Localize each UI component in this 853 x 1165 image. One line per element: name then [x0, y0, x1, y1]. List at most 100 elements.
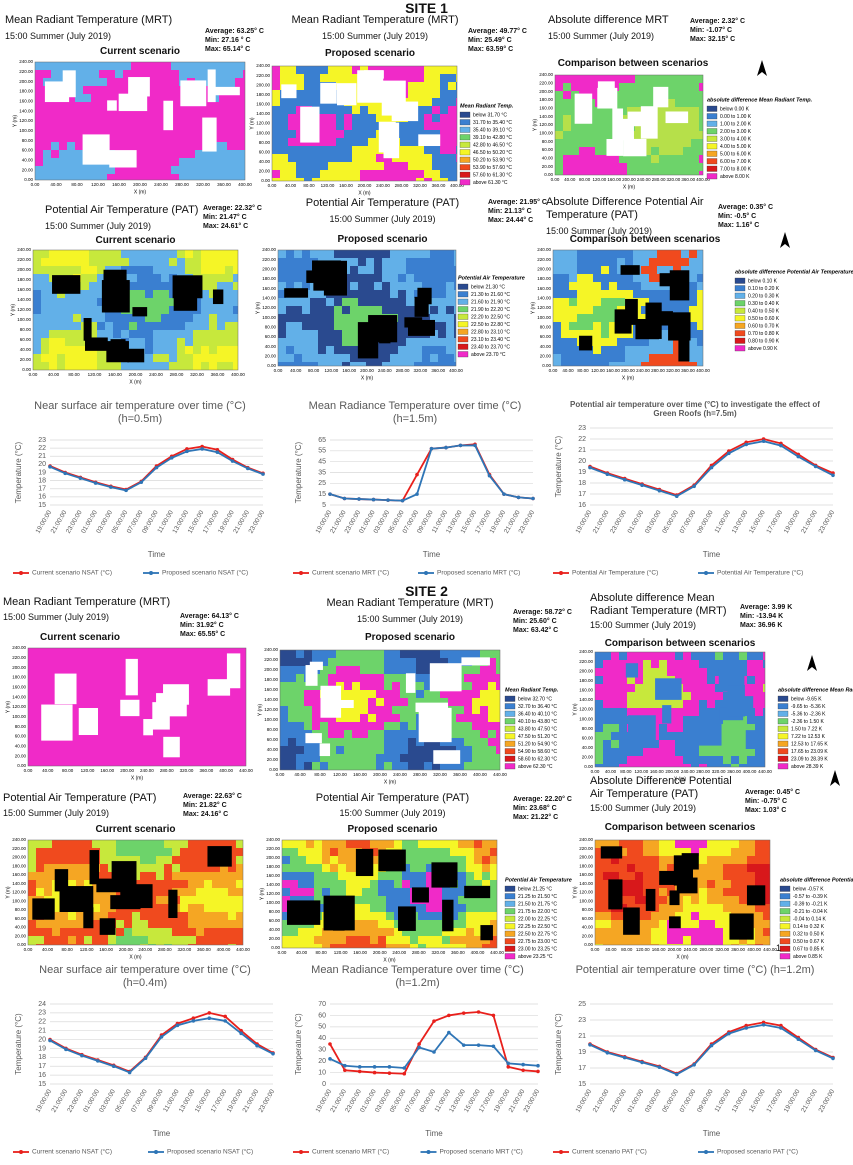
map-x-tick: 440.00: [236, 947, 250, 952]
map-cell: [203, 70, 211, 78]
map-cell: [699, 848, 707, 856]
map-cell: [188, 656, 196, 664]
map-cell: [707, 748, 715, 756]
map-cell: [310, 250, 318, 258]
legend-swatch: [779, 893, 791, 900]
legend-swatch: [706, 128, 718, 135]
map-y-tick: 140.00: [12, 881, 26, 886]
map-cell: [180, 728, 188, 736]
map-cell: [384, 650, 392, 658]
map-cell: [426, 872, 434, 880]
map-cell: [496, 674, 500, 682]
map-cell: [75, 134, 83, 142]
map-cell: [350, 322, 358, 330]
map-cell: [643, 139, 651, 147]
map-x-tick: 400.00: [696, 177, 710, 182]
map-cell: [298, 848, 306, 856]
building: [120, 699, 140, 717]
map-cell: [619, 724, 627, 732]
map-cell: [707, 700, 715, 708]
map-cell: [699, 896, 707, 904]
map-cell: [667, 904, 675, 912]
map-cell: [442, 936, 450, 944]
map-cell: [296, 714, 304, 722]
map-x-tick: 160.00: [342, 368, 356, 373]
map-cell: [328, 130, 336, 138]
map-cell: [338, 864, 346, 872]
map-cell: [180, 664, 188, 672]
map-cell: [244, 696, 246, 704]
map-cell: [91, 110, 99, 118]
map-cell: [595, 896, 603, 904]
map-cell: [755, 692, 763, 700]
map-cell: [177, 322, 185, 330]
map-cell: [609, 354, 617, 362]
map-cell: [350, 354, 358, 362]
map-cell: [35, 134, 43, 142]
map-cell: [609, 330, 617, 338]
legend-swatch: [457, 343, 469, 350]
map-cell: [430, 282, 438, 290]
legend-label: 23.10 to 23.40 °C: [471, 337, 510, 343]
map-cell: [227, 94, 235, 102]
map-cell: [659, 115, 667, 123]
map-cell: [464, 722, 472, 730]
map-cell: [683, 936, 691, 944]
map-cell: [148, 880, 156, 888]
map-cell: [52, 864, 60, 872]
map-cell: [137, 290, 145, 298]
map-cell: [228, 648, 236, 656]
map-cell: [755, 660, 763, 668]
map-cell: [212, 840, 220, 848]
map-y-tick: 160.00: [12, 872, 26, 877]
map-cell: [278, 266, 286, 274]
map-cell: [366, 250, 374, 258]
map-cell: [384, 698, 392, 706]
map-cell: [376, 650, 384, 658]
map-cell: [196, 840, 204, 848]
map-cell: [352, 114, 360, 122]
legend-swatch: [459, 111, 471, 118]
map-cell: [673, 338, 681, 346]
map-cell: [290, 888, 298, 896]
map-cell: [430, 354, 438, 362]
map-cell: [691, 83, 699, 91]
map-cell: [35, 150, 43, 158]
building: [379, 331, 391, 344]
map-cell: [81, 290, 89, 298]
map-cell: [659, 700, 667, 708]
map-cell: [304, 66, 312, 74]
map-cell: [715, 660, 723, 668]
map-x-tick: 320.00: [431, 950, 445, 955]
map-cell: [233, 362, 238, 370]
map-cell: [689, 362, 697, 366]
map-cell: [124, 912, 132, 920]
map-cell: [244, 752, 246, 760]
map-cell: [410, 880, 418, 888]
map-cell: [179, 62, 187, 70]
map-cell: [577, 362, 585, 366]
legend-label: below 31.70 °C: [473, 112, 507, 118]
map-cell: [49, 306, 57, 314]
map-cell: [627, 83, 635, 91]
map-y-tick: 220.00: [264, 657, 278, 662]
map-y-tick: 160.00: [12, 685, 26, 690]
map-cell: [352, 650, 360, 658]
map-cell: [330, 928, 338, 936]
map-cell: [296, 682, 304, 690]
map-cell: [156, 728, 164, 736]
map-cell: [350, 298, 358, 306]
map-cell: [454, 362, 456, 366]
map-cell: [651, 75, 659, 83]
map-y-tick: 240.00: [264, 647, 278, 652]
map-cell: [707, 764, 715, 767]
map-cell: [432, 130, 440, 138]
legend-swatch: [777, 703, 789, 710]
map-cell: [474, 864, 482, 872]
map-cell: [43, 174, 51, 180]
map-cell: [326, 322, 334, 330]
map-cell: [635, 888, 643, 896]
map-cell: [627, 880, 635, 888]
map-cell: [204, 728, 212, 736]
map-cell: [89, 322, 97, 330]
